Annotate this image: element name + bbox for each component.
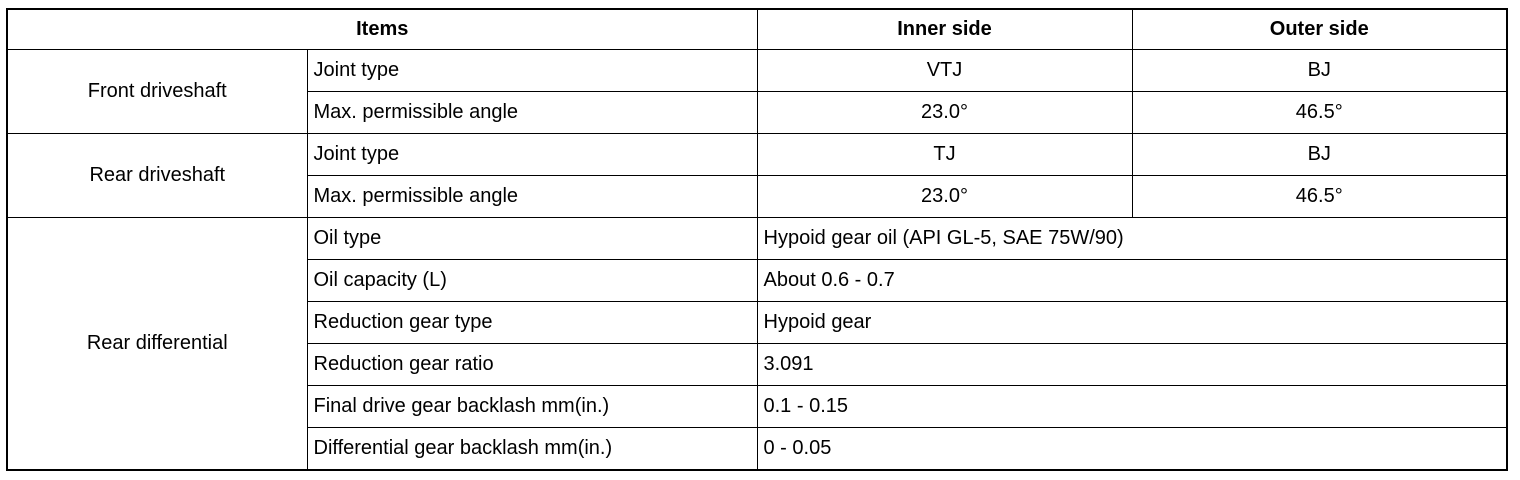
item-cell: Differential gear backlash mm(in.) [306, 427, 758, 471]
item-cell: Max. permissible angle [306, 175, 758, 218]
data-row: Reduction gear ratio 3.091 [7, 343, 1508, 386]
value-cell: 3.091 [756, 343, 1508, 386]
value-cell: Hypoid gear oil (API GL-5, SAE 75W/90) [756, 217, 1508, 260]
item-cell: Final drive gear backlash mm(in.) [306, 385, 758, 428]
item-cell: Joint type [306, 133, 758, 176]
item-cell: Oil type [306, 217, 758, 260]
data-row: Rear differential Oil type Hypoid gear oil… [6, 217, 1508, 471]
data-row: Max. permissible angle 23.0° 46.5° [7, 91, 1508, 134]
item-cell: Max. permissible angle [306, 91, 758, 134]
data-row: Final drive gear backlash mm(in.) 0.1 - 0… [7, 385, 1508, 428]
data-row: Reduction gear type Hypoid gear [7, 301, 1508, 344]
outer-value: 46.5° [1131, 91, 1508, 134]
value-cell: Hypoid gear [756, 301, 1508, 344]
group-label: Front driveshaft [6, 49, 308, 134]
data-row: Rear driveshaft Joint type TJ BJ [6, 133, 1508, 218]
spec-table: Items Inner side Outer side Front driveshaf… [6, 8, 1508, 471]
value-cell: 0.1 - 0.15 [756, 385, 1508, 428]
item-cell: Reduction gear ratio [306, 343, 758, 386]
inner-value: 23.0° [756, 175, 1133, 218]
header-cell: Items [6, 8, 758, 50]
header-row: Items Inner side Outer side [6, 8, 1508, 50]
header-cell: Inner side [756, 8, 1133, 50]
inner-value: 23.0° [756, 91, 1133, 134]
data-row: Differential gear backlash mm(in.) 0 - 0.… [7, 427, 1508, 471]
outer-value: BJ [1131, 49, 1508, 92]
value-cell: About 0.6 - 0.7 [756, 259, 1508, 302]
inner-value: VTJ [756, 49, 1133, 92]
data-row: Oil capacity (L) About 0.6 - 0.7 [7, 259, 1508, 302]
group-label: Rear differential [6, 217, 308, 471]
data-row: Max. permissible angle 23.0° 46.5° [7, 175, 1508, 218]
inner-value: TJ [756, 133, 1133, 176]
value-cell: 0 - 0.05 [756, 427, 1508, 471]
header-cell: Outer side [1131, 8, 1508, 50]
outer-value: BJ [1131, 133, 1508, 176]
outer-value: 46.5° [1131, 175, 1508, 218]
item-cell: Reduction gear type [306, 301, 758, 344]
item-cell: Joint type [306, 49, 758, 92]
data-row: Front driveshaft Joint type VTJ BJ [6, 49, 1508, 134]
group-label: Rear driveshaft [6, 133, 308, 218]
item-cell: Oil capacity (L) [306, 259, 758, 302]
